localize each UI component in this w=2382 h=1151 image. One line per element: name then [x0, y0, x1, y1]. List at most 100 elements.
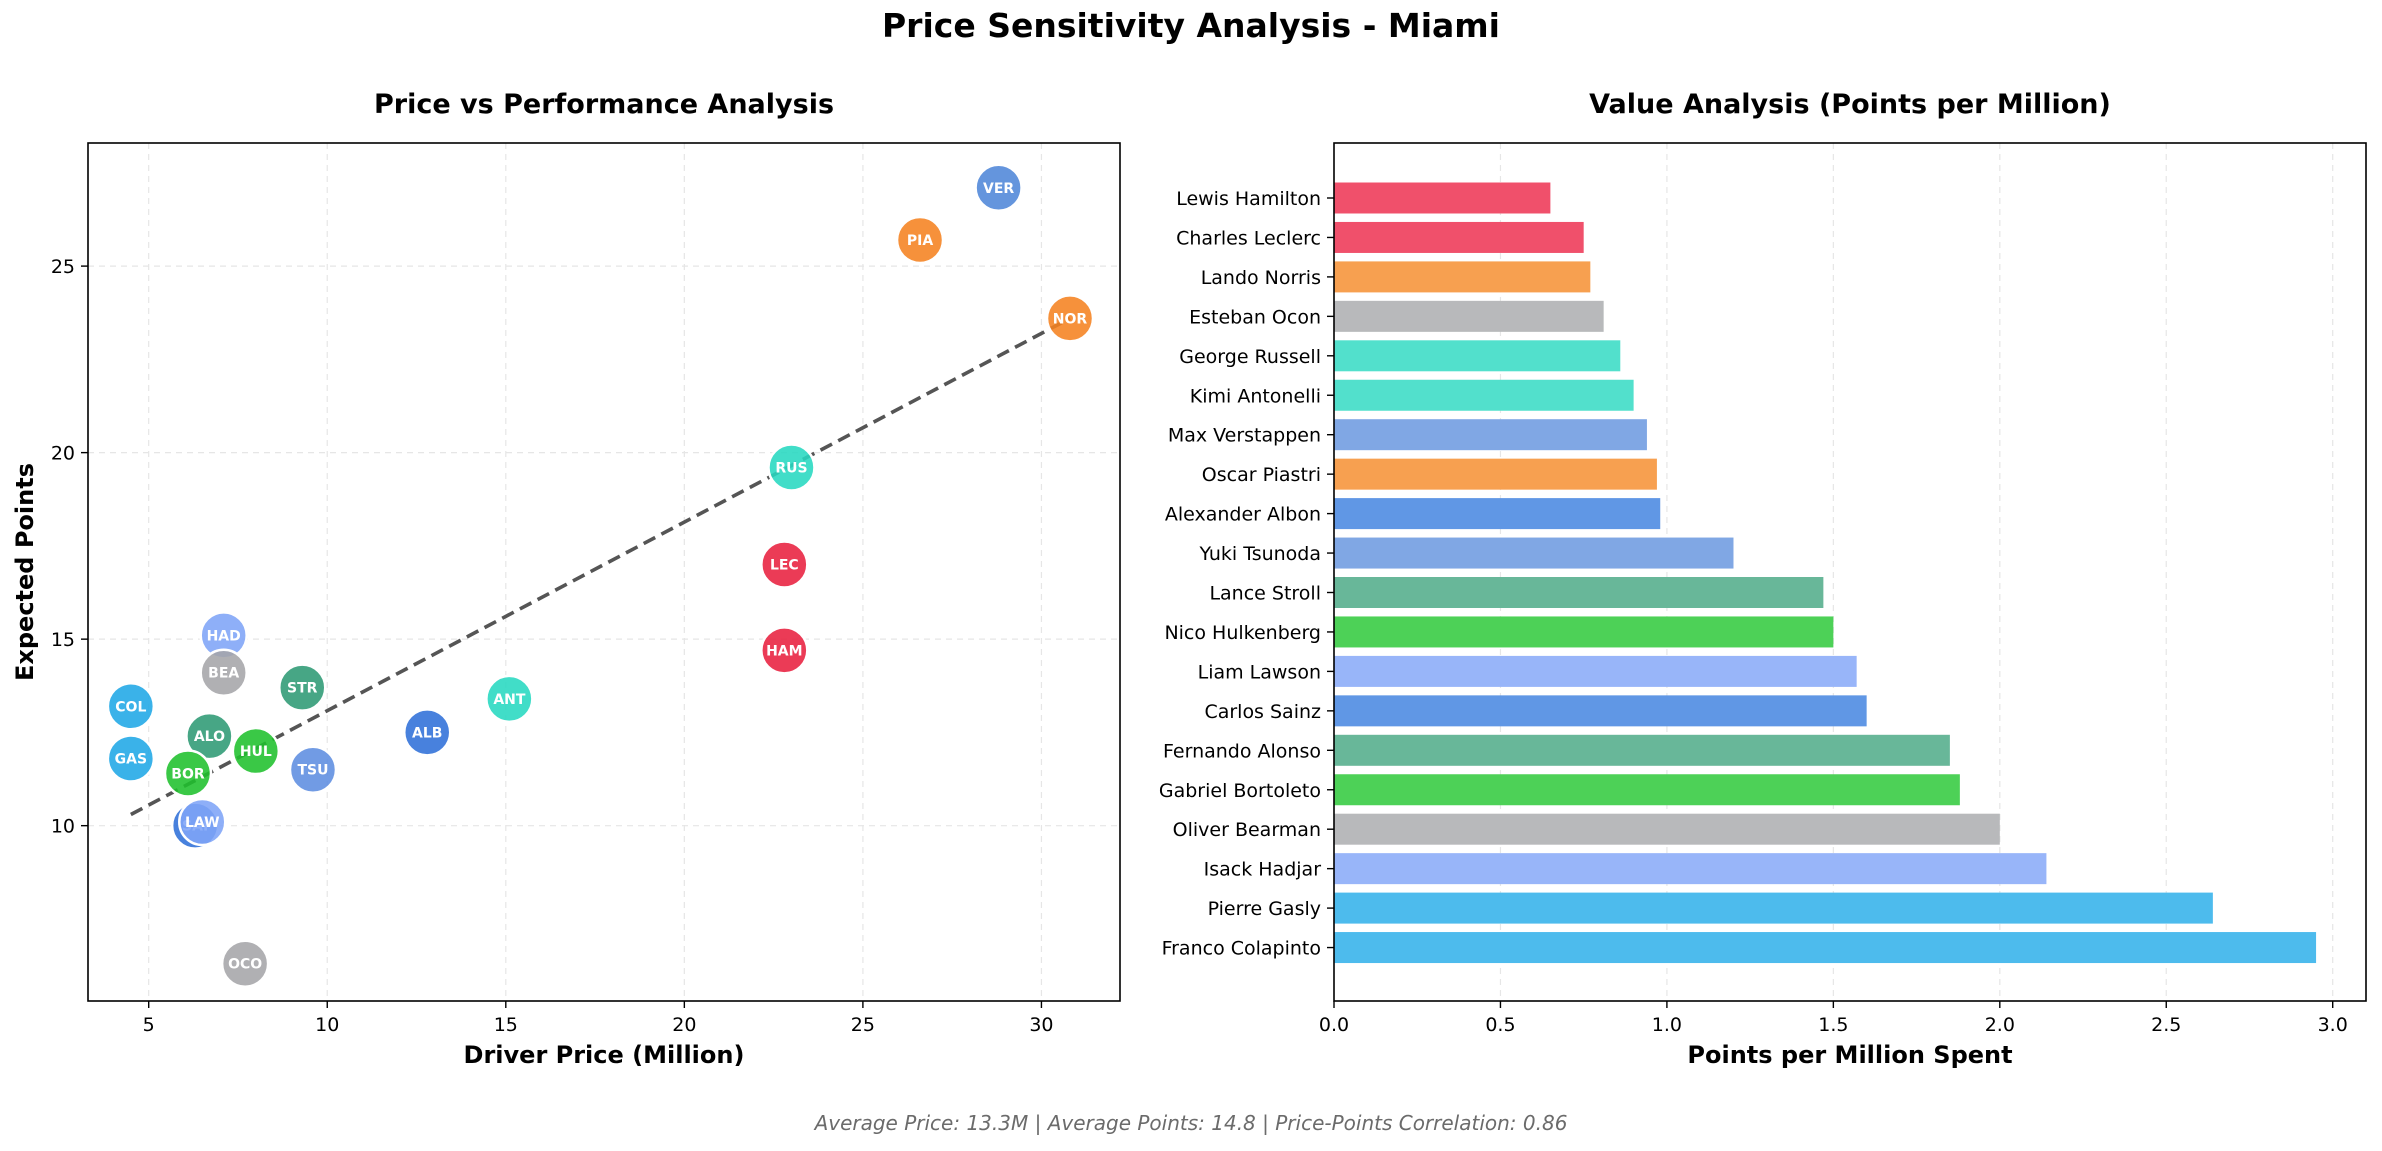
scatter-point-hul: HUL — [231, 726, 281, 776]
scatter-y-tick-label: 25 — [51, 256, 75, 278]
bar-lando-norris — [1334, 261, 1591, 293]
scatter-point-marker — [106, 734, 156, 783]
bar-category-label: Max Verstappen — [1168, 425, 1321, 447]
scatter-point-label: BEA — [208, 666, 239, 682]
bar-fernando-alonso — [1334, 734, 1950, 766]
scatter-x-ticks: 5 10 15 20 25 30 — [143, 1001, 1054, 1036]
bar-nico-hulkenberg — [1334, 616, 1834, 648]
scatter-point-pia: PIA — [895, 215, 945, 265]
bar-category-label: Nico Hulkenberg — [1164, 622, 1321, 644]
bar-category-label: Alexander Albon — [1165, 504, 1321, 526]
scatter-x-tick-label: 10 — [315, 1014, 339, 1036]
bar-oliver-bearman — [1334, 813, 2000, 845]
scatter-y-tick-label: 15 — [51, 629, 75, 651]
scatter-point-ant: ANT — [485, 674, 534, 724]
scatter-point-label: BOR — [171, 766, 205, 782]
scatter-point-label: HAD — [207, 628, 241, 644]
scatter-point-label: VER — [983, 181, 1014, 197]
bar-category-label: Fernando Alonso — [1163, 740, 1321, 762]
bar-alexander-albon — [1334, 498, 1661, 530]
bar-category-label: Lando Norris — [1201, 267, 1321, 289]
scatter-point-marker — [895, 215, 945, 265]
scatter-point-col: COL — [106, 682, 156, 731]
scatter-point-label: HUL — [240, 744, 272, 760]
scatter-point-marker — [185, 711, 234, 761]
scatter-point-marker — [485, 674, 534, 724]
bar-x-tick-label: 0.5 — [1485, 1014, 1515, 1036]
bar-charles-leclerc — [1334, 221, 1584, 253]
bar-chart-title: Value Analysis (Points per Million) — [1589, 89, 2111, 120]
scatter-point-label: TSU — [297, 763, 328, 779]
summary-footer: Average Price: 13.3M | Average Points: 1… — [814, 1111, 1568, 1135]
bar-x-axis-label: Points per Million Spent — [1687, 1041, 2012, 1069]
bar-category-label: Charles Leclerc — [1176, 227, 1321, 249]
bar-x-tick-label: 0.0 — [1319, 1014, 1349, 1036]
scatter-point-lec: LEC — [760, 540, 809, 589]
scatter-point-marker — [163, 749, 213, 798]
scatter-point-marker — [106, 682, 156, 731]
bar-category-label: Carlos Sainz — [1204, 701, 1321, 723]
scatter-point-rus: RUS — [767, 443, 816, 492]
scatter-point-label: PIA — [907, 233, 933, 249]
scatter-y-tick-label: 20 — [51, 443, 75, 465]
scatter-point-label: RUS — [775, 461, 807, 477]
scatter-x-tick-label: 15 — [494, 1014, 518, 1036]
bar-category-label: Lance Stroll — [1209, 583, 1321, 605]
bar-lewis-hamilton — [1334, 182, 1551, 214]
scatter-point-marker — [220, 939, 270, 988]
bar-x-tick-label: 2.5 — [2151, 1014, 2181, 1036]
scatter-point-label: HAM — [766, 643, 802, 659]
bar-isack-hadjar — [1334, 853, 2047, 885]
bar-gabriel-bortoleto — [1334, 774, 1960, 806]
bar-george-russell — [1334, 340, 1621, 372]
scatter-point-label: ALB — [412, 725, 442, 741]
scatter-point-marker — [1045, 294, 1095, 343]
scatter-x-tick-label: 25 — [851, 1014, 875, 1036]
scatter-point-marker — [231, 726, 281, 776]
bar-x-tick-label: 1.5 — [1818, 1014, 1848, 1036]
bar-category-label: Gabriel Bortoleto — [1159, 780, 1321, 802]
bar-category-label: Liam Lawson — [1198, 661, 1321, 683]
scatter-point-ver: VER — [974, 163, 1023, 213]
bar-oscar-piastri — [1334, 458, 1657, 490]
scatter-point-nor: NOR — [1045, 294, 1095, 343]
bar-lance-stroll — [1334, 577, 1824, 608]
scatter-y-tick-label: 10 — [51, 816, 75, 838]
scatter-x-tick-label: 20 — [672, 1014, 696, 1036]
bar-yuki-tsunoda — [1334, 537, 1734, 569]
scatter-y-ticks: 10 15 20 25 — [51, 256, 88, 838]
trendline-group — [130, 316, 1071, 817]
scatter-point-label: OCO — [228, 957, 262, 973]
bar-category-label: Oscar Piastri — [1202, 464, 1321, 486]
figure-title: Price Sensitivity Analysis - Miami — [882, 6, 1500, 45]
scatter-x-tick-label: 5 — [143, 1014, 155, 1036]
scatter-point-label: LEC — [770, 558, 799, 574]
scatter-point-marker — [402, 708, 452, 757]
scatter-point-bea: BEA — [199, 648, 248, 697]
bar-franco-colapinto — [1334, 932, 2317, 964]
bar-y-ticks: Lewis Hamilton Charles Leclerc Lando Norri… — [1159, 188, 1334, 960]
bar-x-tick-label: 2.0 — [1985, 1014, 2015, 1036]
bar-liam-lawson — [1334, 655, 1857, 687]
scatter-point-label: GAS — [115, 752, 147, 768]
scatter-gridlines — [88, 143, 1120, 1001]
bar-category-label: Yuki Tsunoda — [1198, 543, 1321, 565]
bar-category-label: Lewis Hamilton — [1176, 188, 1321, 210]
scatter-point-gas: GAS — [106, 734, 156, 783]
scatter-point-alb: ALB — [402, 708, 452, 757]
bar-kimi-antonelli — [1334, 379, 1634, 411]
bar-plot-frame — [1333, 142, 2367, 1002]
bar-category-label: Pierre Gasly — [1208, 898, 1321, 920]
scatter-x-tick-label: 30 — [1029, 1014, 1053, 1036]
scatter-point-bor: BOR — [163, 749, 213, 798]
scatter-point-marker — [278, 663, 327, 712]
scatter-point-label: NOR — [1053, 311, 1088, 327]
bar-x-tick-label: 1.0 — [1652, 1014, 1682, 1036]
bar-category-label: Isack Hadjar — [1204, 859, 1322, 881]
bar-pierre-gasly — [1334, 892, 2213, 924]
scatter-y-axis-label: Expected Points — [11, 463, 39, 681]
bar-category-label: Franco Colapinto — [1162, 938, 1321, 960]
scatter-point-marker — [199, 648, 248, 697]
